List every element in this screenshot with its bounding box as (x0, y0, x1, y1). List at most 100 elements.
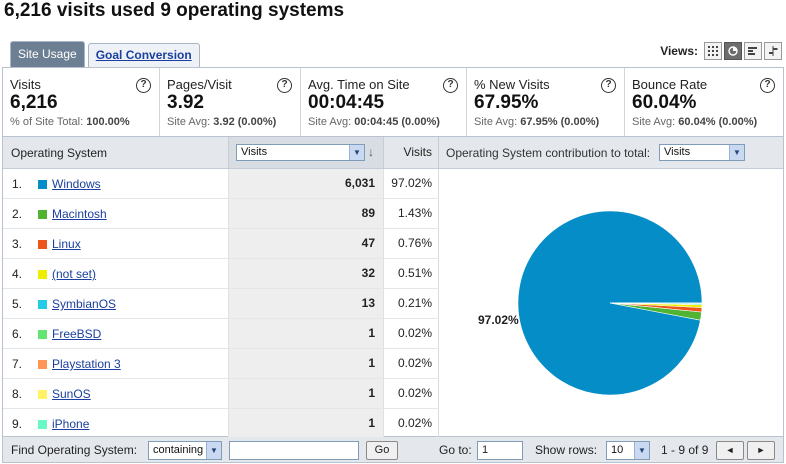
color-swatch (38, 300, 47, 309)
table-row: 1. Windows 6,031 97.02% (3, 169, 439, 199)
match-type-value: containing (153, 444, 204, 456)
metric-value: 67.95% (474, 92, 539, 113)
table-row: 6. FreeBSD 1 0.02% (3, 319, 439, 349)
show-rows-value: 10 (611, 444, 624, 456)
row-number: 5. (12, 297, 23, 311)
metric-sub: % of Site Total: 100.00% (10, 116, 154, 128)
metric-sub: Site Avg: 60.04% (0.00%) (632, 116, 778, 128)
metric-sub-label: Site Avg: (167, 116, 211, 128)
os-link[interactable]: (not set) (52, 267, 97, 281)
os-link[interactable]: SunOS (52, 387, 91, 401)
performance-view-icon[interactable] (744, 42, 762, 60)
metric-sub: Site Avg: 67.95% (0.00%) (474, 116, 619, 128)
show-rows-select[interactable]: 10 ▼ (606, 441, 650, 460)
help-icon[interactable]: ? (136, 78, 151, 93)
contribution-select[interactable]: Visits ▼ (659, 144, 745, 161)
help-icon[interactable]: ? (443, 78, 458, 93)
scorecard: Visits 6,216 % of Site Total: 100.00% ? … (2, 67, 784, 137)
os-link[interactable]: Linux (52, 237, 81, 251)
next-page-button[interactable]: ► (747, 441, 775, 460)
visits-cell: 47 (228, 229, 384, 258)
show-rows-label: Show rows: (535, 443, 598, 457)
goto-input[interactable]: 1 (477, 441, 523, 460)
tab-goal-conversion[interactable]: Goal Conversion (87, 43, 200, 67)
row-number: 2. (12, 207, 23, 221)
metric-label: Bounce Rate (632, 77, 708, 92)
metric-select[interactable]: Visits ▼ (236, 144, 365, 161)
os-link[interactable]: Macintosh (52, 207, 107, 221)
os-link[interactable]: Playstation 3 (52, 357, 121, 371)
table-row: 2. Macintosh 89 1.43% (3, 199, 439, 229)
metric-sub-value: 67.95% (0.00%) (520, 116, 600, 128)
pie-slice-label: 97.02% (478, 313, 519, 327)
chevron-down-icon: ▼ (634, 442, 649, 459)
metric-sub-value: 100.00% (86, 116, 130, 128)
row-number: 7. (12, 357, 23, 371)
visits-cell: 89 (228, 199, 384, 228)
table-view-icon[interactable] (704, 42, 722, 60)
pie-chart-area: 97.02% (440, 169, 783, 437)
help-icon[interactable]: ? (277, 78, 292, 93)
percent-cell: 97.02% (384, 169, 439, 198)
color-swatch (38, 270, 47, 279)
visits-cell: 1 (228, 409, 384, 438)
metric-value: 60.04% (632, 92, 697, 113)
metric-sub-label: % of Site Total: (10, 116, 84, 128)
color-swatch (38, 360, 47, 369)
table-footer: Find Operating System: containing ▼ Go G… (2, 437, 784, 463)
color-swatch (38, 210, 47, 219)
percent-cell: 0.02% (384, 349, 439, 378)
metric-new-visits: % New Visits 67.95% Site Avg: 67.95% (0.… (467, 68, 625, 136)
chevron-right-icon: ► (756, 445, 766, 455)
os-link[interactable]: Windows (52, 177, 101, 191)
table-header: Operating System Visits ▼ ↓ Visits Opera… (3, 137, 783, 169)
visits-cell: 6,031 (228, 169, 384, 198)
chevron-down-icon: ▼ (729, 145, 744, 160)
color-swatch (38, 420, 47, 429)
color-swatch (38, 390, 47, 399)
visits-cell: 32 (228, 259, 384, 288)
color-swatch (38, 180, 47, 189)
match-type-select[interactable]: containing ▼ (148, 441, 222, 460)
os-link[interactable]: FreeBSD (52, 327, 102, 341)
percent-cell: 0.02% (384, 379, 439, 408)
color-swatch (38, 330, 47, 339)
os-link[interactable]: SymbianOS (52, 297, 117, 311)
metric-sub-label: Site Avg: (474, 116, 518, 128)
metric-sub-value: 00:04:45 (0.00%) (354, 116, 440, 128)
comparison-view-icon[interactable] (764, 42, 782, 60)
table-row: 7. Playstation 3 1 0.02% (3, 349, 439, 379)
contribution-label: Operating System contribution to total: (446, 146, 651, 160)
help-icon[interactable]: ? (601, 78, 616, 93)
metric-label: Pages/Visit (167, 77, 232, 92)
metric-value: 00:04:45 (308, 92, 385, 113)
goto-label: Go to: (439, 443, 472, 457)
percent-cell: 0.51% (384, 259, 439, 288)
metric-value: 3.92 (167, 92, 204, 113)
metric-sub-label: Site Avg: (632, 116, 676, 128)
pie-view-icon[interactable] (724, 42, 742, 60)
percent-cell: 0.76% (384, 229, 439, 258)
percent-cell: 0.02% (384, 319, 439, 348)
tab-site-usage[interactable]: Site Usage (10, 41, 85, 67)
table-row: 3. Linux 47 0.76% (3, 229, 439, 259)
os-link[interactable]: iPhone (52, 417, 90, 431)
table-row: 9. iPhone 1 0.02% (3, 409, 439, 439)
sort-metric-cell: Visits ▼ ↓ (228, 137, 384, 168)
chevron-left-icon: ◄ (725, 445, 735, 455)
views-switcher: Views: (660, 41, 782, 61)
page-title: 6,216 visits used 9 operating systems (4, 0, 345, 21)
metric-sub: Site Avg: 00:04:45 (0.00%) (308, 116, 461, 128)
metric-label: % New Visits (474, 77, 550, 92)
metric-bounce-rate: Bounce Rate 60.04% Site Avg: 60.04% (0.0… (625, 68, 783, 136)
help-icon[interactable]: ? (760, 78, 775, 93)
prev-page-button[interactable]: ◄ (716, 441, 744, 460)
search-input[interactable] (229, 441, 359, 460)
metric-sub: Site Avg: 3.92 (0.00%) (167, 116, 295, 128)
percent-cell: 1.43% (384, 199, 439, 228)
metric-pages-visit: Pages/Visit 3.92 Site Avg: 3.92 (0.00%) … (160, 68, 301, 136)
contribution-select-value: Visits (664, 146, 691, 158)
sort-desc-icon[interactable]: ↓ (368, 145, 374, 159)
metric-select-value: Visits (241, 146, 268, 158)
go-button[interactable]: Go (366, 441, 398, 460)
